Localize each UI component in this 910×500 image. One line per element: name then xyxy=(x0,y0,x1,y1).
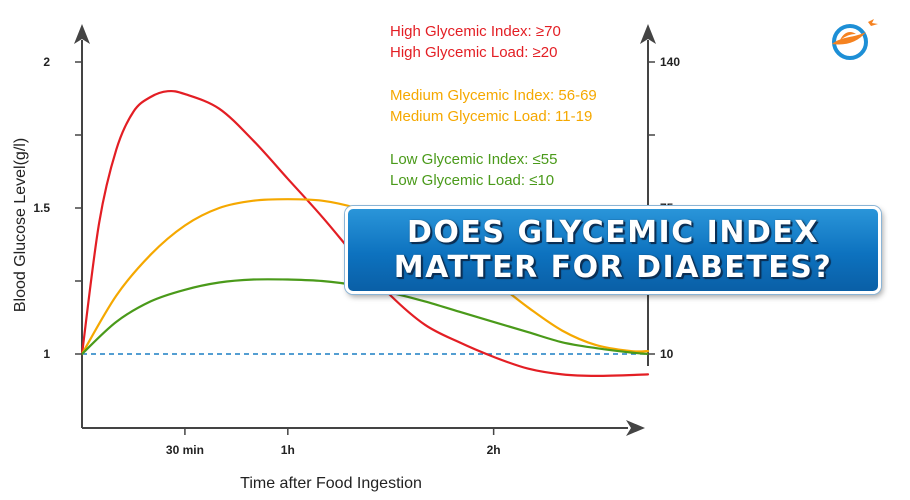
x-tick-label: 30 min xyxy=(166,443,204,457)
x-tick-label: 2h xyxy=(487,443,501,457)
legend-line-low: Low Glycemic Load: ≤10 xyxy=(390,172,554,189)
legend-line-medium: Medium Glycemic Index: 56-69 xyxy=(390,87,597,104)
bird-circle-logo-icon xyxy=(832,19,878,60)
y-tick-label: 1 xyxy=(43,347,50,361)
banner-line-2: MATTER FOR DIABETES? xyxy=(393,250,833,285)
banner-line-1: DOES GLYCEMIC INDEX xyxy=(407,215,819,250)
y-tick-label: 2 xyxy=(43,55,50,69)
series-line-high xyxy=(80,89,650,378)
legend-line-high: High Glycemic Load: ≥20 xyxy=(390,44,557,61)
x-axis-title: Time after Food Ingestion xyxy=(240,475,422,492)
title-banner: DOES GLYCEMIC INDEX MATTER FOR DIABETES? xyxy=(345,206,881,294)
axes xyxy=(74,24,656,436)
y-axis-title: Blood Glucose Level(g/l) xyxy=(12,138,29,312)
right-axis-arrow-icon xyxy=(640,24,656,44)
right-tick-label: 140 xyxy=(660,55,680,69)
legend-line-medium: Medium Glycemic Load: 11-19 xyxy=(390,108,592,125)
x-tick-label: 1h xyxy=(281,443,295,457)
legend-line-high: High Glycemic Index: ≥70 xyxy=(390,23,561,40)
y-tick-label: 1.5 xyxy=(33,201,50,215)
right-tick-label: 10 xyxy=(660,347,674,361)
legend-text: High Glycemic Index: ≥70 High Glycemic Lo… xyxy=(390,23,597,189)
y-axis-arrow-icon xyxy=(74,24,90,44)
x-axis-arrow-icon xyxy=(626,420,645,436)
legend-line-low: Low Glycemic Index: ≤55 xyxy=(390,151,557,168)
